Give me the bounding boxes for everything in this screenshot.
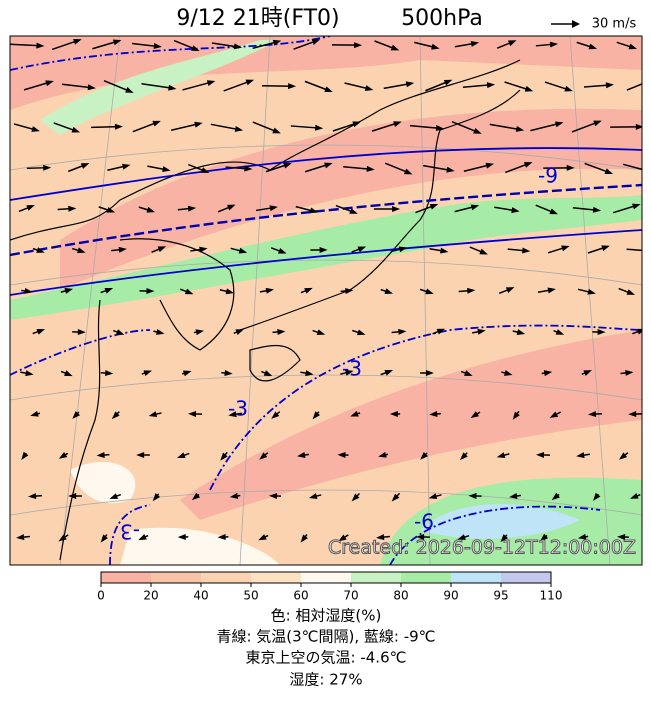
colorbar-segment [501,572,551,583]
colorbar-label: 50 [243,589,258,603]
colorbar-label: 40 [193,589,208,603]
caption: 青線: 気温(3℃間隔), 藍線: -9℃ [216,628,435,646]
caption: 湿度: 27% [289,671,362,689]
caption: 東京上空の気温: -4.6℃ [246,649,407,667]
colorbar-label: 80 [393,589,408,603]
created-stamp: Created: 2026-09-12T12:00:00Z [328,537,636,559]
caption: 色: 相対湿度(%) [271,607,382,625]
colorbar-label: 90 [443,589,458,603]
scale-arrow-head [572,20,580,28]
map: -9 -3 -3 -6 -3 Created: 2026-09-12T12:00… [10,36,651,565]
colorbar-segment [451,572,501,583]
colorbar-segment [151,572,201,583]
colorbar-segment [401,572,451,583]
level: 500hPa [401,6,483,31]
title: 9/12 21時(FT0) [176,6,339,31]
colorbar-label: 0 [97,589,105,603]
contour-label: -3 [228,397,248,421]
contour-label: -3 [120,520,140,544]
colorbar-label: 20 [143,589,158,603]
colorbar-segment [201,572,251,583]
colorbar-segment [251,572,301,583]
contour-label: -3 [342,357,362,381]
colorbar-segment [351,572,401,583]
wind-scale: 30 m/s [592,17,637,32]
colorbar-label: 70 [343,589,358,603]
colorbar-label: 110 [540,589,563,603]
colorbar: 0 20 40 50 60 70 80 90 95 110 [97,572,562,603]
wind-arrow-head [646,168,651,174]
contour-label: -6 [414,510,434,534]
colorbar-label: 95 [493,589,508,603]
colorbar-segment [101,572,151,583]
wind-arrow [91,127,119,128]
wind-arrow-head [642,80,651,86]
wind-arrow-head [643,247,651,253]
contour-label: -9 [538,164,558,188]
colorbar-segment [301,572,351,583]
colorbar-label: 60 [293,589,308,603]
